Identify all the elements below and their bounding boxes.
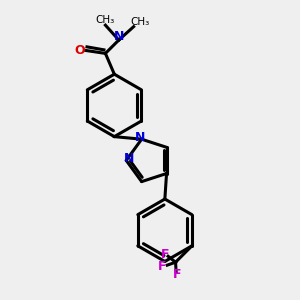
Text: F: F (158, 260, 167, 273)
Text: N: N (135, 131, 145, 144)
Text: O: O (74, 44, 85, 57)
Text: N: N (124, 152, 134, 165)
Text: CH₃: CH₃ (96, 15, 115, 25)
Text: N: N (114, 30, 124, 43)
Text: F: F (173, 268, 181, 281)
Text: F: F (161, 248, 170, 261)
Text: CH₃: CH₃ (130, 17, 149, 27)
